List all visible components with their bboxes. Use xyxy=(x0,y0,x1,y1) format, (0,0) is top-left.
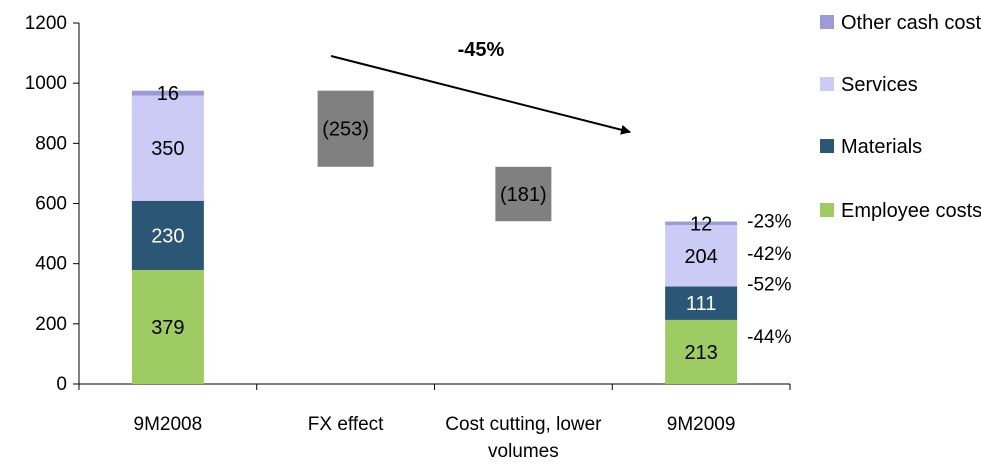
bar-segment-other-cash-cost xyxy=(665,221,738,226)
legend-label: Materials xyxy=(841,136,922,158)
legend-swatch xyxy=(820,139,834,153)
data-label: 204 xyxy=(684,246,717,268)
bar-segment-services xyxy=(665,225,738,287)
y-tick-label: 400 xyxy=(35,254,67,275)
data-label: 111 xyxy=(686,293,716,315)
waterfall-step xyxy=(317,90,374,167)
trend-arrow xyxy=(330,55,631,135)
legend-label: Other cash cost xyxy=(841,12,981,34)
y-tick-label: 1000 xyxy=(25,73,67,94)
data-label: 350 xyxy=(151,138,184,160)
bar-segment-services xyxy=(131,95,204,201)
data-label: 16 xyxy=(157,83,179,105)
trend-label: -45% xyxy=(458,39,505,61)
x-tick-label: Cost cutting, lower xyxy=(445,414,602,435)
bar-segment-materials xyxy=(665,286,738,320)
y-tick-label: 200 xyxy=(35,314,67,335)
bar-segment-employee-costs xyxy=(131,269,204,384)
legend-swatch xyxy=(820,77,834,91)
legend-label: Employee costs xyxy=(841,200,981,222)
data-label: (181) xyxy=(500,184,547,206)
change-label: -42% xyxy=(747,244,791,265)
y-tick-label: 800 xyxy=(35,133,67,154)
y-tick-label: 0 xyxy=(56,374,67,395)
x-tick-label: 9M2009 xyxy=(667,414,736,435)
waterfall-step xyxy=(495,166,552,222)
y-tick-label: 1200 xyxy=(25,13,67,34)
change-label: -23% xyxy=(747,212,791,233)
bar-segment-other-cash-cost xyxy=(131,90,204,96)
change-label: -44% xyxy=(747,327,791,348)
y-tick-label: 600 xyxy=(35,194,67,215)
legend-swatch xyxy=(820,15,834,29)
data-label: 213 xyxy=(684,342,717,364)
x-tick-label: 9M2008 xyxy=(134,414,203,435)
change-label: -52% xyxy=(747,275,791,296)
legend-label: Services xyxy=(841,74,918,96)
data-label: (253) xyxy=(322,119,369,141)
x-tick-label: FX effect xyxy=(308,414,384,435)
data-label: 12 xyxy=(690,213,712,235)
data-label: 230 xyxy=(151,225,184,247)
data-label: 379 xyxy=(151,317,184,339)
bar-segment-materials xyxy=(131,200,204,270)
legend-swatch xyxy=(820,203,834,217)
x-tick-label: volumes xyxy=(488,441,559,462)
bar-segment-employee-costs xyxy=(665,319,738,384)
